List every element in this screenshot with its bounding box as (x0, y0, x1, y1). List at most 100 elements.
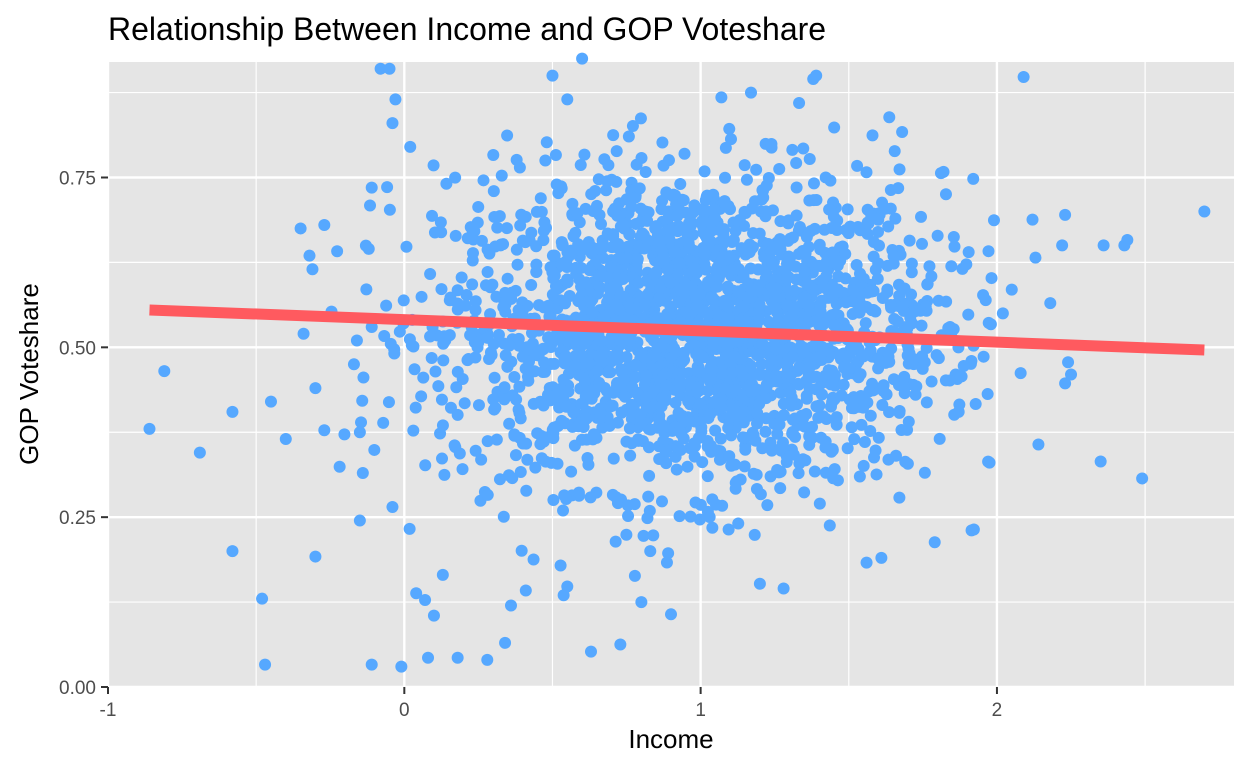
data-point (381, 181, 394, 194)
data-point (786, 143, 799, 156)
data-point (519, 210, 532, 223)
data-point (469, 304, 482, 317)
data-point (760, 412, 773, 425)
data-point (456, 372, 469, 385)
data-point (869, 263, 882, 276)
data-point (696, 351, 709, 364)
data-point (674, 375, 687, 388)
data-point (438, 468, 451, 481)
data-point (732, 285, 745, 298)
data-point (485, 349, 498, 362)
data-point (943, 374, 956, 387)
data-point (488, 210, 501, 223)
data-point (593, 208, 606, 221)
data-point (723, 450, 736, 463)
data-point (377, 416, 390, 429)
data-point (753, 314, 766, 327)
data-point (865, 209, 878, 222)
data-point (585, 188, 598, 201)
data-point (450, 381, 463, 394)
data-point (810, 370, 823, 383)
data-point (383, 62, 396, 75)
data-point (486, 278, 499, 291)
data-point (256, 592, 269, 605)
data-point (347, 358, 360, 371)
data-point (738, 159, 751, 172)
data-point (715, 91, 728, 104)
data-point (609, 535, 622, 548)
data-point (427, 609, 440, 622)
data-point (622, 130, 635, 143)
data-point (637, 229, 650, 242)
data-point (920, 396, 933, 409)
data-point (318, 424, 331, 437)
data-point (547, 427, 560, 440)
data-point (931, 229, 944, 242)
data-point (762, 315, 775, 328)
data-point (800, 230, 813, 243)
data-point (449, 229, 462, 242)
data-point (748, 528, 761, 541)
data-point (560, 492, 573, 505)
data-point (537, 234, 550, 247)
data-point (542, 299, 555, 312)
data-point (803, 153, 816, 166)
data-point (784, 341, 797, 354)
data-point (435, 393, 448, 406)
data-point (774, 243, 787, 256)
data-point (630, 359, 643, 372)
data-point (469, 444, 482, 457)
data-point (790, 156, 803, 169)
data-point (456, 463, 469, 476)
data-point (548, 269, 561, 282)
data-point (434, 427, 447, 440)
data-point (857, 459, 870, 472)
data-point (621, 499, 634, 512)
data-point (859, 317, 872, 330)
data-point (719, 171, 732, 184)
data-point (655, 495, 668, 508)
data-point (380, 299, 393, 312)
data-point (706, 521, 719, 534)
data-point (487, 393, 500, 406)
data-point (793, 96, 806, 109)
data-point (664, 276, 677, 289)
data-point (538, 216, 551, 229)
data-point (374, 62, 387, 75)
data-point (962, 246, 975, 259)
data-point (495, 169, 508, 182)
data-point (996, 307, 1009, 320)
data-point (701, 505, 714, 518)
data-point (662, 154, 675, 167)
data-point (644, 545, 657, 558)
data-point (753, 227, 766, 240)
data-point (575, 295, 588, 308)
data-point (594, 406, 607, 419)
data-point (331, 245, 344, 258)
data-point (143, 422, 156, 435)
data-point (777, 397, 790, 410)
data-point (1056, 239, 1069, 252)
y-tick-label: 0.00 (59, 678, 96, 699)
data-point (415, 290, 428, 303)
data-point (534, 192, 547, 205)
data-point (766, 258, 779, 271)
data-point (884, 298, 897, 311)
data-point (1044, 297, 1057, 310)
data-point (957, 359, 970, 372)
data-point (790, 181, 803, 194)
data-point (819, 171, 832, 184)
data-point (914, 304, 927, 317)
data-point (472, 399, 485, 412)
data-point (759, 425, 772, 438)
data-point (642, 490, 655, 503)
data-point (655, 400, 668, 413)
data-point (735, 364, 748, 377)
data-point (828, 308, 841, 321)
data-point (861, 227, 874, 240)
data-point (852, 371, 865, 384)
data-point (781, 272, 794, 285)
data-point (706, 363, 719, 376)
data-point (583, 264, 596, 277)
data-point (756, 442, 769, 455)
